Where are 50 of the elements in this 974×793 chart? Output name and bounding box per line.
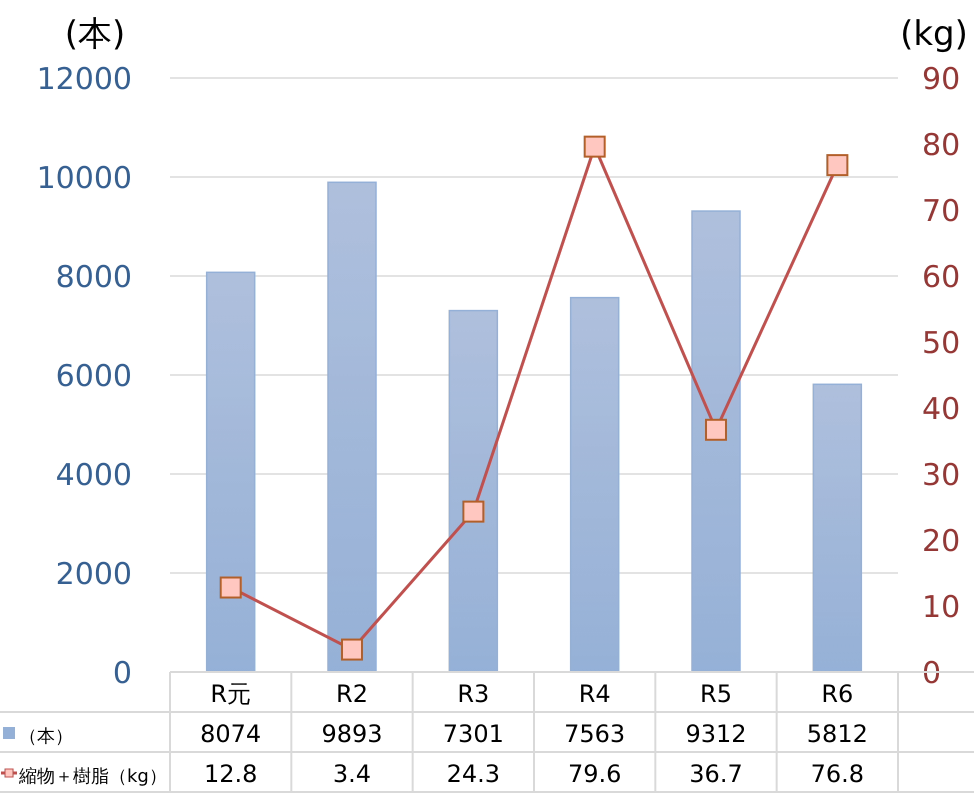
y2-axis-title: (kg) — [900, 14, 968, 54]
point — [220, 576, 242, 599]
point — [826, 154, 848, 176]
y-tick-label: 4000 — [56, 458, 132, 493]
y2-tick-label: 80 — [922, 128, 960, 163]
y-tick-label: 2000 — [56, 557, 132, 592]
y2-tick-label: 30 — [922, 458, 960, 493]
data-label: 9893 — [321, 720, 383, 748]
y-tick-label: 10000 — [36, 161, 132, 196]
legend-label: 縮物＋樹脂（kg） — [18, 766, 167, 787]
data-label: 7563 — [564, 720, 626, 748]
data-label: 24.3 — [446, 760, 500, 788]
bar — [691, 210, 741, 673]
y2-tick-label: 40 — [922, 392, 960, 427]
y-axis-title: (本) — [64, 14, 126, 54]
y-tick-label: 12000 — [36, 62, 132, 97]
x-tick-label: R6 — [821, 680, 854, 708]
x-tick-label: R3 — [457, 680, 490, 708]
bar — [812, 384, 862, 673]
y-tick-label: 0 — [112, 656, 132, 691]
y2-tick-label: 90 — [922, 62, 960, 97]
bar — [206, 272, 256, 673]
point — [462, 500, 484, 523]
point — [705, 418, 727, 441]
data-label: 7301 — [442, 720, 504, 748]
y2-tick-label: 60 — [922, 260, 960, 295]
y-tick-label: 6000 — [56, 359, 132, 394]
point — [341, 638, 363, 661]
y-tick-label: 8000 — [56, 260, 132, 295]
data-label: 76.8 — [810, 760, 864, 788]
data-label: 3.4 — [332, 760, 372, 788]
point — [584, 136, 606, 158]
data-label: 36.7 — [689, 760, 743, 788]
y2-tick-label: 20 — [922, 524, 960, 559]
data-label: 9312 — [685, 720, 747, 748]
bar — [570, 296, 620, 673]
data-label: 12.8 — [204, 760, 258, 788]
x-tick-label: R元 — [210, 680, 252, 708]
x-tick-label: R2 — [336, 680, 368, 708]
y2-tick-label: 70 — [922, 194, 960, 229]
data-label: 8074 — [200, 720, 262, 748]
x-tick-label: R4 — [578, 680, 611, 708]
legend-label: （本） — [19, 726, 73, 747]
y2-tick-label: 50 — [922, 326, 960, 361]
bar — [327, 182, 377, 673]
y2-tick-label: 10 — [922, 590, 960, 625]
data-label: 79.6 — [568, 760, 622, 788]
bar — [448, 310, 498, 673]
data-label: 5812 — [806, 720, 868, 748]
x-tick-label: R5 — [700, 680, 732, 708]
